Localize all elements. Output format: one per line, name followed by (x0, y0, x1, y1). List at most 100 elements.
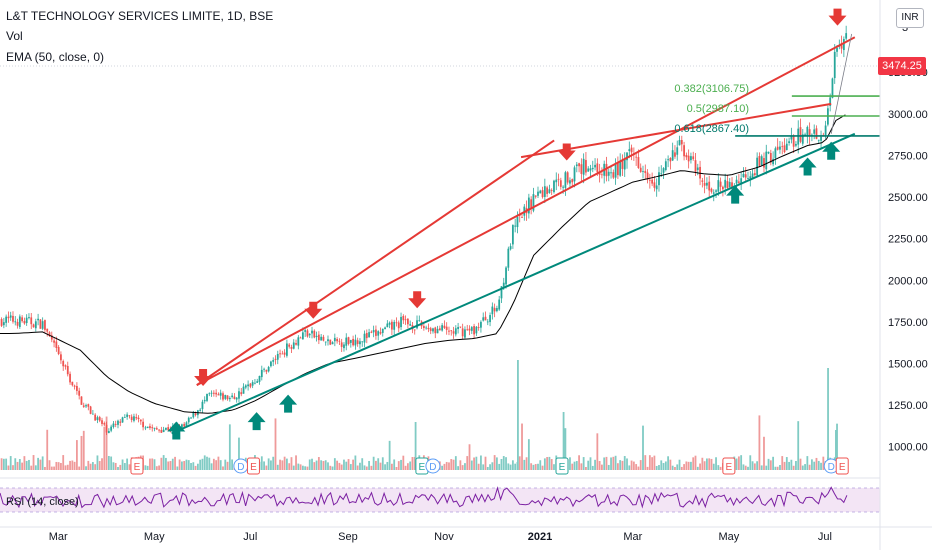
volume-bar (208, 457, 211, 470)
candle-body (16, 321, 19, 326)
earnings-badge (835, 457, 849, 475)
volume-bar (587, 460, 590, 470)
candle-body (267, 367, 270, 372)
volume-bar (817, 460, 820, 470)
volume-bar (146, 465, 149, 470)
volume-bar (295, 455, 297, 470)
volume-bar (327, 462, 329, 470)
candle-body (566, 172, 569, 183)
ema-line-layer (0, 114, 846, 414)
candle-body (774, 148, 777, 159)
candle-body (126, 414, 129, 417)
volume-bar (94, 464, 97, 470)
volume-bar (0, 458, 3, 470)
volume-bar (379, 462, 382, 470)
candle-body (352, 338, 355, 346)
down-arrow-marker (828, 8, 847, 26)
event-badge-label: D (828, 462, 835, 473)
up-arrow-marker (726, 185, 745, 204)
volume-bar (696, 466, 699, 470)
x-tick-label: Mar (623, 531, 642, 543)
candle-body (297, 337, 300, 346)
volume-bar (55, 461, 58, 470)
volume-bar (776, 466, 779, 470)
candle-body (541, 190, 544, 198)
candle-body (532, 194, 535, 211)
fibonacci-levels: 0.382(3106.75) 0.5(2987.10) 0.618(2867.40) (674, 33, 880, 137)
volume-bar (763, 436, 765, 470)
x-tick-label: Nov (434, 531, 454, 543)
volume-bar (46, 429, 49, 470)
candle-body (708, 181, 711, 191)
volume-bar (64, 465, 67, 470)
volume-bar (5, 458, 8, 470)
volume-bar (82, 430, 85, 470)
volume-bar (48, 460, 51, 470)
volume-bar (368, 460, 370, 470)
candle-body (361, 341, 364, 343)
ema-legend: EMA (50, close, 0) (6, 50, 105, 64)
candle-body (406, 318, 409, 325)
volume-bar (210, 463, 213, 470)
volume-bar (543, 458, 546, 470)
arrow-markers (167, 8, 847, 440)
volume-bar (468, 444, 471, 470)
volume-bar (664, 461, 667, 470)
volume-bar (518, 456, 521, 470)
candle-body (192, 412, 195, 418)
volume-bar (404, 465, 407, 470)
volume-bar (749, 455, 752, 470)
candle-body (461, 328, 464, 337)
candle-body (12, 315, 14, 322)
candle-body (91, 413, 94, 415)
candle-body (610, 172, 612, 174)
candle-body (256, 381, 259, 383)
candle-body (502, 282, 505, 287)
candle-body (397, 322, 400, 329)
candle-body (706, 182, 708, 186)
candle-body (605, 163, 608, 177)
candle-body (393, 321, 396, 330)
candle-body (301, 332, 304, 340)
volume-bar (685, 461, 688, 470)
candle-body (272, 360, 275, 362)
candle-body (105, 424, 108, 433)
candle-body (468, 328, 471, 331)
y-tick-label: 1000.00 (888, 442, 928, 454)
chart-title: L&T TECHNOLOGY SERVICES LIMITE, 1D, BSE (6, 9, 274, 23)
candle-body (612, 172, 615, 178)
candle-body (292, 342, 295, 349)
candle-body (365, 333, 368, 339)
candle-body (658, 172, 660, 186)
candle-body (607, 171, 610, 176)
trend-lines (171, 36, 856, 435)
candle-body (391, 321, 393, 330)
candle-body (270, 361, 272, 367)
candle-body (724, 179, 727, 188)
volume-bar (701, 457, 704, 470)
volume-bar (192, 462, 195, 470)
volume-bar (121, 459, 124, 470)
volume-bar (765, 465, 768, 470)
candle-body (299, 337, 302, 339)
candle-body (601, 174, 603, 176)
volume-bar (226, 461, 229, 470)
volume-bar (359, 462, 361, 470)
volume-bar (395, 466, 398, 470)
volume-bar (801, 465, 804, 470)
candle-body (317, 334, 320, 341)
volume-bar (660, 460, 663, 470)
candle-body (790, 136, 793, 140)
volume-bar (331, 466, 334, 470)
volume-bar (616, 463, 619, 470)
volume-bar (651, 457, 654, 470)
candle-body (637, 157, 640, 168)
candle-body (386, 323, 389, 328)
volume-bar (598, 461, 601, 470)
volume-bar (537, 463, 539, 470)
candle-body (648, 179, 651, 181)
currency-badge[interactable]: INR (896, 8, 924, 28)
volume-bar (646, 466, 649, 470)
volume-bar (642, 425, 644, 470)
